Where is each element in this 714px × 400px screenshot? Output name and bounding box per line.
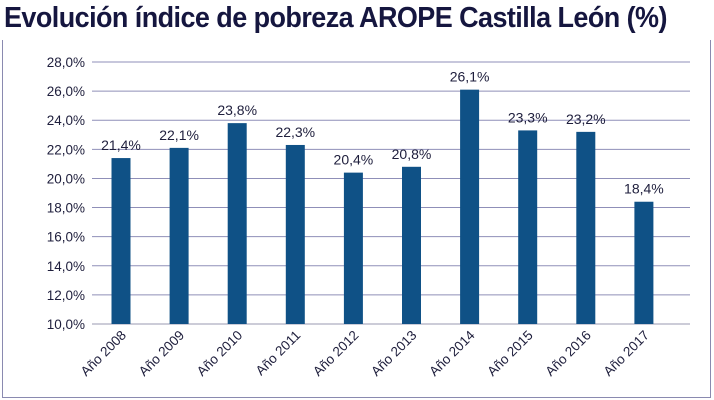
- bar: [460, 89, 480, 325]
- x-tick-label: Año 2014: [426, 327, 478, 379]
- y-tick-label: 24,0%: [47, 113, 85, 128]
- data-label: 20,8%: [392, 146, 432, 162]
- y-tick-label: 22,0%: [47, 142, 85, 157]
- bar: [518, 130, 538, 324]
- data-label: 26,1%: [450, 69, 490, 85]
- data-label: 23,8%: [217, 102, 257, 118]
- chart-frame: [2, 40, 711, 398]
- y-tick-label: 26,0%: [47, 84, 85, 99]
- data-label: 23,2%: [566, 111, 606, 127]
- x-tick-label: Año 2011: [253, 328, 304, 379]
- x-tick-label: Año 2010: [194, 328, 245, 379]
- y-tick-label: 12,0%: [47, 288, 85, 303]
- bar: [634, 201, 654, 324]
- bar: [227, 123, 247, 324]
- y-tick-label: 10,0%: [47, 317, 85, 332]
- data-label: 23,3%: [508, 109, 548, 125]
- y-tick-label: 14,0%: [47, 259, 85, 274]
- data-label: 18,4%: [624, 181, 664, 197]
- y-tick-label: 20,0%: [47, 171, 85, 186]
- data-label: 22,1%: [159, 127, 199, 143]
- y-tick-label: 28,0%: [47, 55, 85, 70]
- bar: [343, 172, 363, 324]
- data-label: 22,3%: [275, 124, 315, 140]
- x-tick-label: Año 2016: [542, 328, 593, 379]
- bar: [111, 158, 131, 324]
- x-tick-label: Año 2012: [310, 328, 361, 379]
- bar: [576, 131, 596, 324]
- x-tick-label: Año 2009: [136, 328, 187, 379]
- data-label: 21,4%: [101, 137, 141, 153]
- x-tick-label: Año 2015: [484, 328, 535, 379]
- bar: [402, 166, 421, 324]
- bar: [285, 144, 305, 324]
- y-tick-label: 16,0%: [47, 230, 85, 245]
- chart-title: Evolución índice de pobreza AROPE Castil…: [4, 2, 667, 34]
- x-tick-label: Año 2017: [601, 328, 652, 379]
- x-tick-label: Año 2013: [368, 328, 419, 379]
- x-tick-label: Año 2008: [78, 328, 129, 379]
- bar: [169, 147, 189, 324]
- y-tick-label: 18,0%: [47, 201, 85, 216]
- data-label: 20,4%: [334, 152, 374, 168]
